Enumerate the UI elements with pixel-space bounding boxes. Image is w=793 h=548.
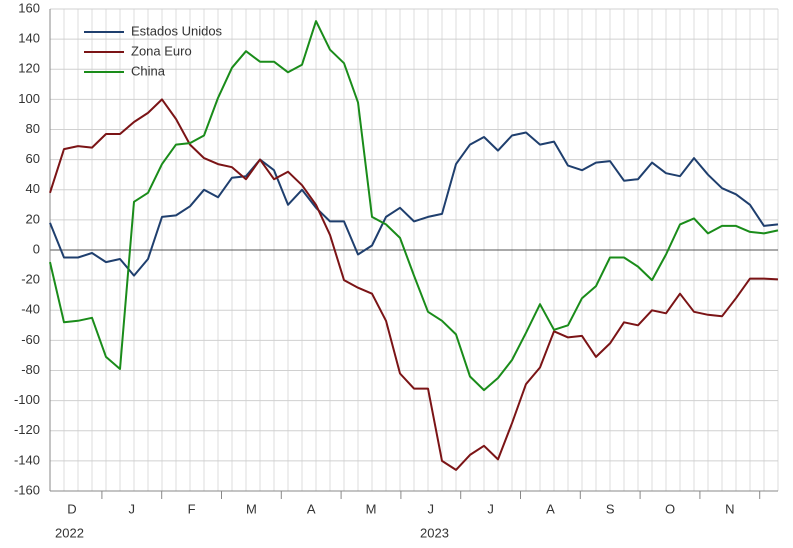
y-tick-label: 60	[26, 151, 40, 166]
y-tick-label: -60	[21, 332, 40, 347]
y-tick-label: 20	[26, 211, 40, 226]
y-tick-label: -80	[21, 362, 40, 377]
x-tick-label: J	[129, 501, 136, 516]
x-tick-label: D	[67, 501, 76, 516]
y-tick-label: 0	[33, 241, 40, 256]
y-tick-label: 40	[26, 181, 40, 196]
legend-label: Estados Unidos	[131, 23, 223, 38]
y-tick-label: -140	[14, 452, 40, 467]
y-tick-label: -40	[21, 302, 40, 317]
year-label: 2023	[420, 525, 449, 540]
year-label: 2022	[55, 525, 84, 540]
legend-label: China	[131, 63, 166, 78]
y-tick-label: 80	[26, 121, 40, 136]
x-tick-label: M	[366, 501, 377, 516]
x-tick-label: J	[428, 501, 435, 516]
x-tick-label: F	[188, 501, 196, 516]
x-tick-label: J	[487, 501, 494, 516]
legend-label: Zona Euro	[131, 43, 192, 58]
x-tick-label: S	[606, 501, 615, 516]
series-line	[49, 98, 779, 471]
x-tick-label: M	[246, 501, 257, 516]
series-line	[49, 131, 779, 277]
y-tick-label: 160	[18, 0, 40, 15]
y-tick-label: -160	[14, 482, 40, 497]
y-tick-label: -100	[14, 392, 40, 407]
x-tick-label: A	[546, 501, 555, 516]
x-tick-label: A	[307, 501, 316, 516]
y-tick-label: -20	[21, 272, 40, 287]
y-tick-label: 120	[18, 61, 40, 76]
y-tick-label: 100	[18, 91, 40, 106]
y-tick-label: 140	[18, 31, 40, 46]
x-tick-label: O	[665, 501, 675, 516]
y-tick-label: -120	[14, 422, 40, 437]
x-tick-label: N	[725, 501, 734, 516]
series-line	[49, 20, 779, 392]
